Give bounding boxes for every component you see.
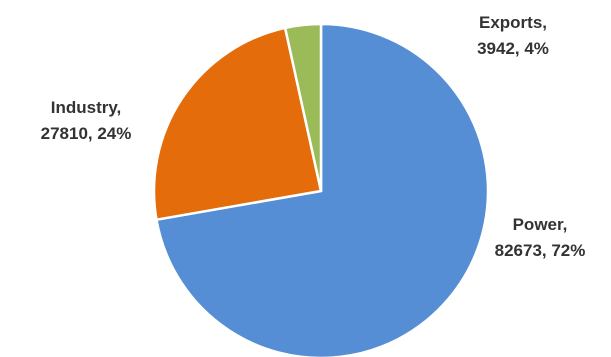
slice-label-industry: Industry, 27810, 24%: [41, 98, 132, 143]
pie-slice-industry: [152, 26, 323, 221]
slice-labels: Power, 82673, 72% Industry, 27810, 24% Expor…: [41, 13, 586, 260]
pie-slice-exports: [283, 22, 323, 193]
slice-label-power: Power, 82673, 72%: [495, 215, 586, 260]
pie-slices: [152, 22, 490, 357]
slice-label-exports: Exports, 3942, 4%: [477, 13, 549, 58]
